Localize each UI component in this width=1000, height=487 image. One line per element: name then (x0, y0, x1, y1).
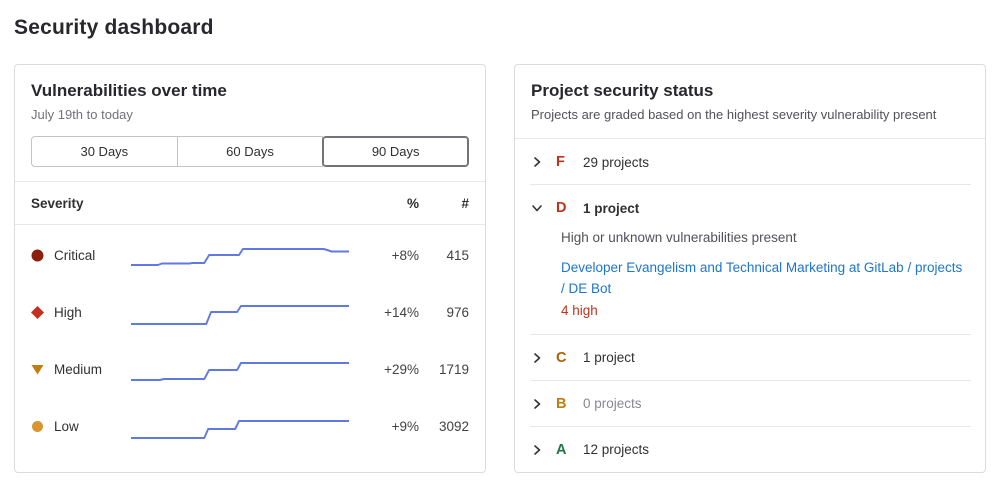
grade-row-b[interactable]: B 0 projects (515, 381, 985, 426)
table-row-critical: Critical +8% 415 (31, 227, 469, 284)
severity-critical-icon (31, 249, 44, 262)
grade-letter-c: C (556, 349, 567, 366)
grade-letter-d: D (556, 200, 567, 216)
percent-change-value: +9% (391, 419, 419, 434)
percent-change-value: +8% (391, 248, 419, 263)
grade-letter-b: B (556, 395, 567, 412)
vuln-card-title: Vulnerabilities over time (31, 81, 227, 100)
severity-label: High (54, 305, 82, 320)
table-row-high: High +14% 976 (31, 284, 469, 341)
chevron-right-icon (531, 352, 543, 364)
page-title: Security dashboard (14, 16, 214, 39)
grade-description: High or unknown vulnerabilities present (561, 230, 797, 245)
divider (530, 425, 971, 427)
table-row-medium: Medium +29% 1719 (31, 341, 469, 398)
critical-sparkline-chart (131, 241, 349, 271)
grade-project-count: 1 project (583, 350, 635, 366)
grade-project-count: 0 projects (583, 396, 642, 412)
grade-row-d[interactable]: D 1 project (515, 185, 985, 230)
severity-table-header: Severity % # (15, 182, 485, 224)
grade-d-expanded-panel: High or unknown vulnerabilities present … (515, 230, 985, 334)
severity-label: Low (54, 419, 79, 434)
severity-high-icon (31, 306, 44, 319)
vulnerability-count-value: 415 (446, 248, 469, 263)
grade-letter-f: F (556, 154, 565, 170)
grade-project-count: 1 project (583, 200, 640, 216)
divider (530, 184, 971, 185)
chevron-right-icon (531, 444, 543, 456)
day-range-button-group: 30 Days 60 Days 90 Days (31, 136, 470, 167)
vulnerability-count-value: 3092 (438, 419, 469, 434)
grade-row-f[interactable]: F 29 projects (515, 139, 985, 184)
divider (15, 181, 485, 182)
count-column-header: # (461, 196, 469, 211)
status-card-subtitle: Projects are graded based on the highest… (531, 107, 937, 122)
divider (15, 224, 485, 225)
severity-medium-icon (31, 363, 44, 376)
severity-low-icon (31, 420, 44, 433)
range-button-30-days[interactable]: 30 Days (31, 136, 178, 167)
grade-row-a[interactable]: A 12 projects (515, 427, 985, 472)
vulnerability-count-value: 1719 (438, 362, 469, 377)
percent-change-value: +29% (384, 362, 419, 377)
chevron-right-icon (531, 398, 543, 410)
low-sparkline-chart (131, 412, 349, 442)
chevron-down-icon (531, 202, 543, 214)
range-button-60-days[interactable]: 60 Days (176, 136, 324, 167)
percent-column-header: % (406, 196, 419, 211)
grade-project-count: 29 projects (583, 154, 650, 170)
project-security-status-card: Project security status Projects are gra… (514, 64, 986, 473)
range-button-90-days[interactable]: 90 Days (322, 136, 470, 167)
grade-row-c[interactable]: C 1 project (515, 335, 985, 380)
medium-sparkline-chart (131, 355, 349, 385)
vulnerability-summary: 4 high (561, 302, 598, 318)
severity-column-header: Severity (31, 196, 84, 211)
project-link[interactable]: Developer Evangelism and Technical Marke… (561, 260, 963, 296)
high-sparkline-chart (131, 298, 349, 328)
percent-change-value: +14% (384, 305, 419, 320)
vulnerability-count-value: 976 (446, 305, 469, 320)
vuln-card-subtitle: July 19th to today (31, 107, 133, 122)
grade-letter-a: A (556, 441, 567, 458)
table-row-low: Low +9% 3092 (31, 398, 469, 455)
status-card-title: Project security status (531, 81, 714, 100)
severity-label: Critical (54, 248, 96, 263)
divider (530, 333, 971, 335)
chevron-right-icon (531, 156, 543, 168)
grade-project-count: 12 projects (583, 442, 650, 458)
severity-label: Medium (54, 362, 103, 377)
vulnerabilities-over-time-card: Vulnerabilities over time July 19th to t… (14, 64, 486, 473)
divider (515, 138, 985, 139)
divider (530, 379, 971, 381)
